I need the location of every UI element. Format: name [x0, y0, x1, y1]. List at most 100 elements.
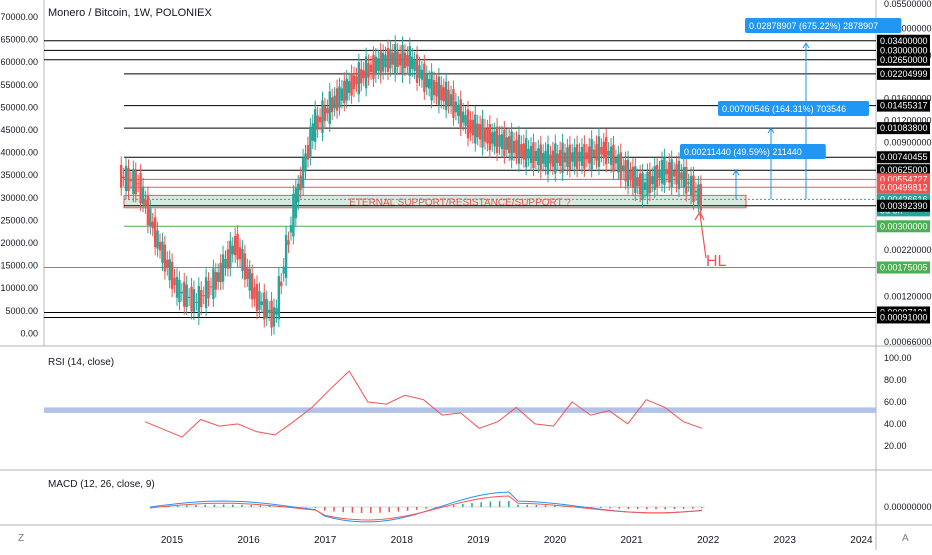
candle-body: [292, 193, 295, 237]
candle-body: [200, 289, 203, 308]
candle-body: [643, 182, 647, 190]
candle-body: [136, 183, 140, 185]
candle-body: [636, 177, 639, 187]
candle-body: [680, 172, 683, 179]
candle-body: [614, 158, 618, 164]
x-axis-label: 2015: [161, 535, 184, 546]
candle-body: [609, 146, 613, 165]
candle-body: [175, 276, 179, 298]
candle-body: [454, 101, 458, 113]
candle-body: [151, 221, 154, 229]
candle-body: [260, 301, 264, 306]
candle-body: [602, 141, 605, 159]
candle-body: [612, 144, 615, 172]
right-axis-label: 0.01600000: [884, 93, 932, 103]
candle-body: [663, 157, 666, 185]
candle-body: [653, 166, 656, 190]
candle-body: [335, 88, 339, 111]
candle-body: [687, 182, 690, 184]
candle-body: [246, 267, 249, 280]
candle-body: [297, 183, 300, 203]
candle-body: [345, 78, 348, 101]
left-axis-label: 10000.00: [0, 283, 38, 293]
candle-body: [139, 172, 142, 204]
candle-body: [372, 54, 375, 79]
price-tag-text: 0.02204999: [880, 69, 928, 79]
candle-body: [270, 300, 273, 328]
candle-body: [670, 159, 673, 187]
corner-right[interactable]: A: [902, 533, 909, 544]
corner-left[interactable]: Z: [18, 533, 25, 544]
price-tag-text: 0.01455317: [880, 101, 928, 111]
candle-body: [377, 58, 380, 71]
candle-body: [571, 152, 574, 162]
candle-body: [374, 56, 378, 75]
left-axis-label: 55000.00: [0, 80, 38, 90]
candle-body: [427, 79, 431, 89]
candle-body: [233, 236, 237, 256]
candle-body: [556, 153, 559, 163]
candle-body: [122, 176, 125, 179]
candle-body: [544, 150, 547, 168]
candle-body: [629, 170, 632, 180]
candle-body: [267, 309, 271, 314]
candle-body: [352, 75, 356, 90]
candle-body: [284, 234, 288, 278]
x-axis-label: 2023: [774, 535, 797, 546]
candle-body: [369, 64, 373, 73]
left-axis-label: 45000.00: [0, 125, 38, 135]
candle-body: [561, 142, 564, 173]
candle-body: [648, 171, 652, 194]
candle-body: [585, 152, 589, 160]
candle-body: [597, 136, 601, 167]
candle-body: [263, 292, 266, 320]
price-tag-text: 0.00300000: [880, 221, 928, 231]
candle-body: [537, 148, 540, 166]
rsi-axis-label: 20.00: [884, 441, 907, 451]
candle-body: [573, 147, 576, 167]
candle-body: [491, 132, 494, 144]
left-axis-label: 15000.00: [0, 261, 38, 271]
x-axis-label: 2017: [314, 535, 337, 546]
candle-body: [498, 134, 501, 147]
candle-body: [534, 150, 538, 162]
left-axis-label: 50000.00: [0, 102, 38, 112]
rsi-axis-label: 80.00: [884, 375, 907, 385]
candle-body: [231, 245, 234, 255]
support-zone: [123, 194, 747, 209]
price-tag-text: 0.03000000: [880, 45, 928, 55]
price-tag: [877, 164, 930, 177]
candle-body: [207, 280, 210, 299]
left-axis-label: 60000.00: [0, 57, 38, 67]
price-tag-text: 0.00426616: [880, 194, 928, 204]
candle-body: [180, 291, 184, 294]
candle-body: [360, 69, 363, 84]
candle-body: [471, 119, 475, 136]
price-tag: [877, 220, 930, 233]
candle-body: [338, 86, 341, 108]
candle-body: [694, 190, 698, 193]
candle-body: [626, 159, 630, 187]
candle-body: [566, 147, 569, 168]
candle-body: [321, 100, 324, 133]
measure-box: [718, 101, 870, 116]
right-axis-label: 0.00220000: [884, 245, 932, 255]
candle-body: [527, 148, 530, 159]
candle-body: [406, 55, 409, 67]
candle-body: [226, 249, 230, 269]
candle-body: [685, 166, 688, 194]
candle-body: [459, 99, 462, 129]
price-tag: [877, 151, 930, 164]
price-tag: [877, 53, 930, 66]
left-axis-label: 35000.00: [0, 170, 38, 180]
candle-body: [212, 268, 215, 300]
candle-body: [282, 266, 285, 274]
candle-body: [328, 91, 331, 124]
candle-body: [379, 51, 382, 76]
candle-body: [161, 241, 164, 263]
candle-body: [299, 175, 302, 191]
right-axis-label: 0.00900000: [884, 137, 932, 147]
candle-body: [515, 139, 518, 157]
